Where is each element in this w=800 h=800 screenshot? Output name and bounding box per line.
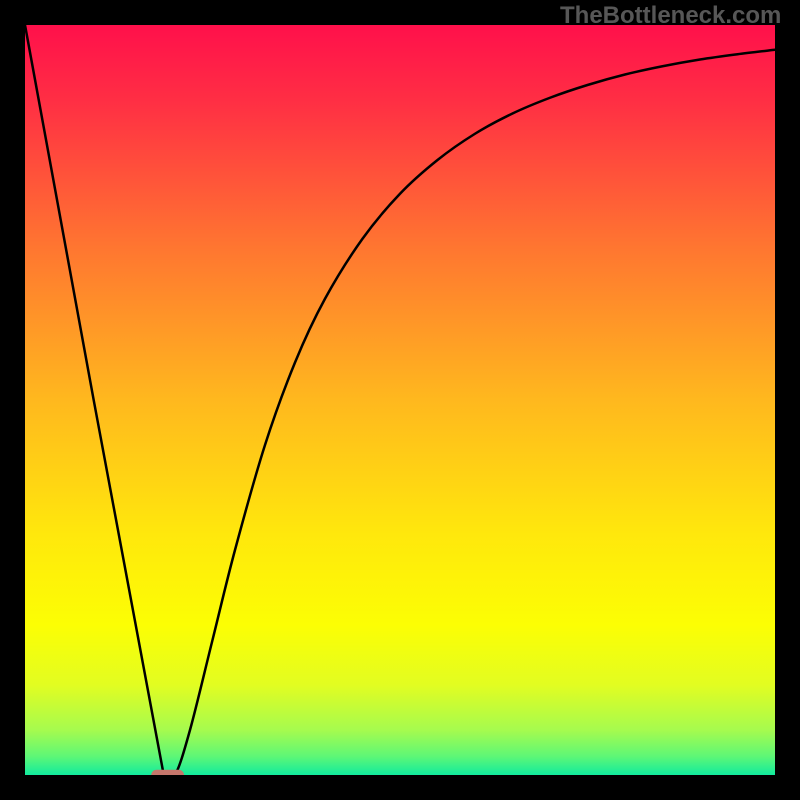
plot-area	[25, 25, 775, 775]
frame-border-bottom	[0, 775, 800, 800]
result-marker	[151, 770, 185, 775]
bottleneck-curve	[25, 25, 775, 775]
curve-path	[25, 25, 775, 775]
frame-border-right	[775, 0, 800, 800]
frame-border-left	[0, 0, 25, 800]
chart-frame: TheBottleneck.com	[0, 0, 800, 800]
